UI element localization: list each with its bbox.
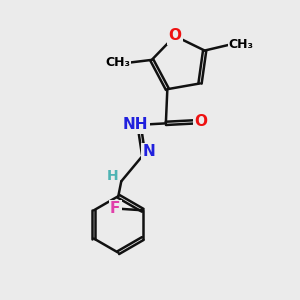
Text: O: O [168, 28, 181, 44]
Text: NH: NH [123, 117, 148, 132]
Text: CH₃: CH₃ [229, 38, 254, 51]
Text: H: H [106, 169, 118, 183]
Text: O: O [194, 114, 207, 129]
Text: N: N [142, 144, 155, 159]
Text: F: F [110, 201, 120, 216]
Text: CH₃: CH₃ [105, 56, 130, 69]
